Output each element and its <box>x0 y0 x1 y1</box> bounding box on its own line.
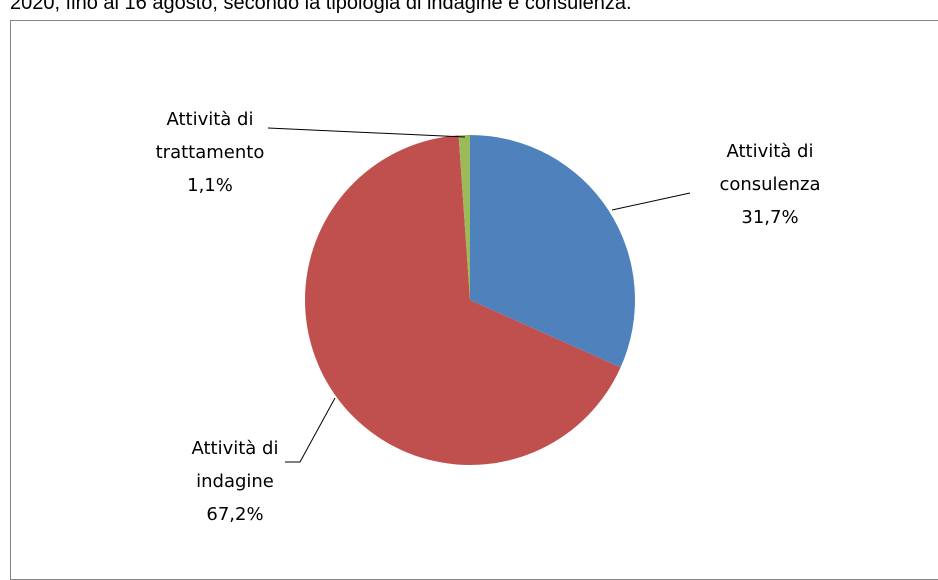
chart <box>267 127 691 466</box>
data-label: Attività di consulenza 31,7% <box>695 135 845 234</box>
category-label: Attività di trattamento <box>155 109 265 163</box>
leader-line <box>611 192 691 211</box>
page: 2020, fino al 16 agosto, secondo la tipo… <box>10 0 938 580</box>
value-label: 67,2% <box>206 504 264 525</box>
data-label: Attività di indagine 67,2% <box>160 432 310 531</box>
leader-line <box>267 127 466 138</box>
category-label: Attività di indagine <box>191 438 279 492</box>
chart-title: 2020, fino al 16 agosto, secondo la tipo… <box>10 0 632 14</box>
category-label: Attività di consulenza <box>719 141 821 195</box>
pie-slice <box>470 135 635 368</box>
pie-slice <box>304 135 621 466</box>
value-label: 31,7% <box>741 207 799 228</box>
pie-slice <box>458 135 470 300</box>
leader-line <box>285 397 336 463</box>
data-label: Attività di trattamento 1,1% <box>135 103 285 202</box>
value-label: 1,1% <box>187 175 233 196</box>
